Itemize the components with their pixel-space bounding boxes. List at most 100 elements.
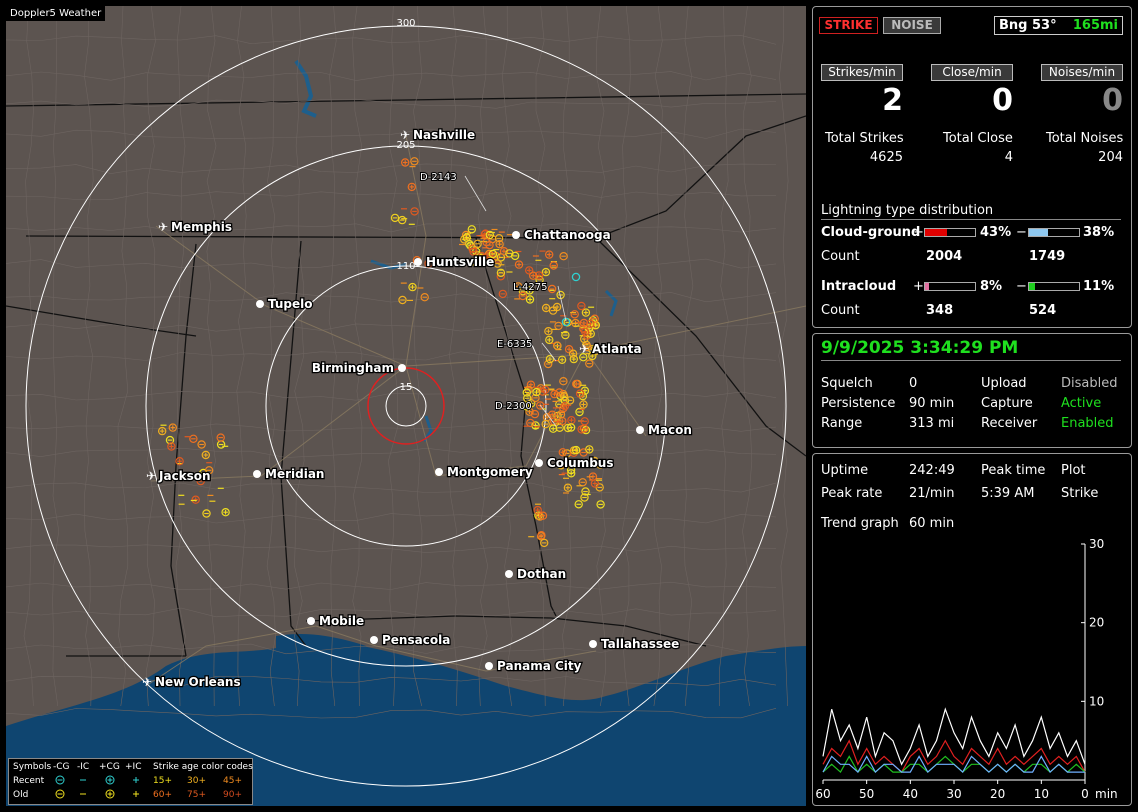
strike-tab[interactable]: STRIKE [819,17,878,34]
lightning-map[interactable]: 300 205 110 15 ✈ Nashville ✈ Memphis Chattan… [5,5,807,806]
strike-marker [559,392,569,401]
datetime-display: 9/9/2025 3:34:29 PM [821,338,1121,361]
city-label: Atlanta [592,342,642,356]
storm-labels: D-2143 L-4275 E-6335 D-2300 [419,171,567,427]
map-canvas[interactable]: 300 205 110 15 ✈ Nashville✈ MemphisChattan… [5,5,807,806]
strikes-per-min-value: 2 [882,83,903,118]
strike-marker [518,291,528,301]
distance-value: 165mi [1072,18,1118,33]
squelch-value: 0 [909,376,918,391]
city-huntsville: Huntsville [414,254,496,270]
noise-tab[interactable]: NOISE [883,17,941,34]
city-dot-icon [636,426,644,434]
trend-x-tick-label: 40 [903,787,918,801]
strike-marker [157,426,167,436]
counts-panel: STRIKE NOISE Bng 53° 165mi Strikes/min C… [812,6,1132,328]
legend-col-neg-ic: -IC [77,762,90,772]
close-per-min-label[interactable]: Close/min [931,64,1013,81]
strike-marker [424,259,433,268]
city-label: Tallahassee [601,637,679,651]
strike-marker [581,308,591,317]
cloud-ground-label: Cloud-ground [821,225,921,240]
ic-minus-sign: − [1016,279,1027,294]
strike-marker [590,479,600,488]
upload-label: Upload [981,376,1027,391]
strike-marker [514,282,523,291]
strike-marker-recent [561,317,571,327]
storm-cell-label[interactable]: D-2143 [419,171,458,184]
strike-marker [410,157,419,166]
strike-marker [481,229,490,238]
city-dot-icon [398,364,406,372]
city-dot-icon [435,468,443,476]
city-dothan: Dothan [505,566,567,582]
cg-positive-bar [924,228,976,237]
storm-cell-label[interactable]: L-4275 [512,281,548,294]
strike-marker [579,400,588,409]
noises-per-min-label[interactable]: Noises/min [1041,64,1123,81]
strike-marker [398,295,407,305]
city-label: Huntsville [426,255,494,269]
storm-cell-label[interactable]: D-2300 [494,400,533,413]
city-dot-icon [485,662,493,670]
strike-marker [196,476,205,486]
intracloud-label: Intracloud [821,279,897,294]
strike-marker [529,271,538,280]
close-per-min-value: 0 [992,83,1013,118]
strike-marker [577,301,586,311]
strike-marker [204,466,214,475]
strike-marker [408,282,417,292]
city-label: Montgomery [447,465,533,479]
strike-marker [578,391,588,401]
city-pensacola: Pensacola [370,632,452,648]
city-birmingham: Birmingham [311,360,406,376]
strike-marker [541,419,550,429]
strike-marker [522,388,532,397]
city-label: Panama City [497,659,582,673]
strike-marker [585,359,594,368]
strike-marker [538,511,548,520]
ring-label-300: 300 [396,18,415,29]
map-title: Doppler5 Weather [6,6,106,21]
symbol-legend: Symbols -CG -IC +CG +IC Strike age color… [8,758,253,805]
storm-cell-label[interactable]: E-6335 [496,338,533,351]
bearing-box: Bng 53° 165mi [994,16,1123,35]
strike-marker [488,249,498,259]
city-label: Chattanooga [524,228,611,242]
strike-marker [570,310,579,319]
uptime-label: Uptime [821,463,869,478]
strike-marker [523,394,532,403]
strike-marker [547,284,557,294]
strike-marker [398,215,407,225]
ic-negative-count: 524 [1029,303,1057,318]
strike-marker [525,286,534,295]
strike-marker [525,295,535,304]
strike-marker [545,250,554,259]
distribution-title: Lightning type distribution [821,203,1121,220]
trend-x-unit: min [1095,787,1118,801]
city-atlanta: ✈ Atlanta [579,341,643,358]
strike-marker [563,483,573,492]
strike-marker [498,289,507,299]
city-panama-city: Panama City [485,658,583,674]
strike-marker [580,417,589,426]
strike-marker [565,396,575,405]
plot-value[interactable]: Strike [1061,486,1099,501]
trend-panel: Uptime 242:49 Peak time Plot Peak rate 2… [812,453,1132,806]
strike-marker [590,314,599,323]
city-label: Meridian [265,467,324,481]
total-noises-label: Total Noises [1046,131,1124,146]
strike-marker [505,249,514,258]
strike-marker [473,239,482,248]
trend-graph-value[interactable]: 60 min [909,516,955,531]
legend-age-60: 60+ [153,790,172,800]
city-label: Dothan [517,567,566,581]
strike-marker [583,342,592,352]
strike-marker-recent [571,272,581,282]
city-nashville: ✈ Nashville [400,127,476,144]
strikes-per-min-label[interactable]: Strikes/min [821,64,903,81]
ring-label-205: 205 [396,140,415,151]
strike-marker [596,500,605,509]
range-ring-110 [265,265,547,547]
ic-count-label: Count [821,303,860,318]
